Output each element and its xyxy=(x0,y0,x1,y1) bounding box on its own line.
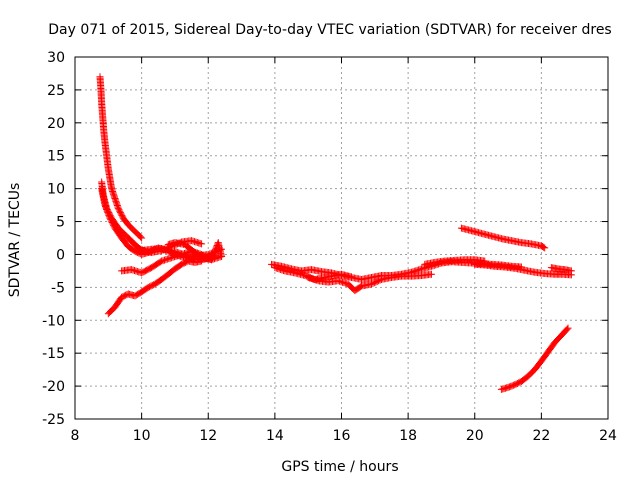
series-trace-l xyxy=(457,224,549,252)
data-point xyxy=(105,211,113,219)
data-point xyxy=(567,267,575,275)
series-trace-g xyxy=(164,239,226,264)
data-point xyxy=(211,247,219,255)
data-point xyxy=(376,276,384,284)
data-point xyxy=(305,273,313,281)
x-tick-labels: 8 10 12 14 16 18 20 22 24 xyxy=(71,428,617,444)
data-marks xyxy=(96,73,575,393)
data-point xyxy=(218,252,226,260)
data-point xyxy=(540,243,548,251)
y-tick-label: 30 xyxy=(47,50,65,66)
data-point xyxy=(180,251,188,259)
y-tick-label: 20 xyxy=(47,116,65,132)
data-point xyxy=(209,251,217,259)
series-trace-m xyxy=(471,260,575,279)
data-point xyxy=(138,234,146,242)
data-point xyxy=(102,203,110,211)
x-tick-label: 8 xyxy=(71,428,80,444)
x-tick-label: 16 xyxy=(333,428,351,444)
y-tick-label: -25 xyxy=(42,412,65,428)
y-tick-label: -10 xyxy=(42,313,65,329)
data-point xyxy=(104,210,112,218)
data-point xyxy=(564,324,572,332)
x-axis-label: GPS time / hours xyxy=(281,459,398,475)
data-point xyxy=(375,277,383,285)
y-tick-label: 10 xyxy=(47,182,65,198)
data-point xyxy=(182,251,190,259)
y-tick-label: -20 xyxy=(42,379,65,395)
data-point xyxy=(103,205,111,213)
x-tick-label: 14 xyxy=(266,428,284,444)
data-point xyxy=(103,207,111,215)
y-tick-label: 15 xyxy=(47,149,65,165)
series-trace-a xyxy=(96,73,146,242)
x-tick-label: 12 xyxy=(199,428,217,444)
series-trace-j xyxy=(271,264,355,283)
data-point xyxy=(102,204,110,212)
data-point xyxy=(185,253,193,261)
x-tick-label: 10 xyxy=(133,428,151,444)
plot-border xyxy=(74,56,609,420)
y-axis-label: SDTVAR / TECUs xyxy=(7,183,23,298)
data-point xyxy=(369,279,377,287)
data-point xyxy=(304,273,312,281)
y-tick-labels: -25 -20 -15 -10 -5 0 5 10 15 20 25 30 xyxy=(42,50,65,428)
data-point xyxy=(137,233,145,241)
series-trace-e xyxy=(104,257,206,318)
data-point xyxy=(367,280,375,288)
data-point xyxy=(308,274,316,282)
y-tick-label: 25 xyxy=(47,83,65,99)
data-point xyxy=(179,250,187,258)
data-point xyxy=(208,256,216,264)
data-point xyxy=(211,246,219,254)
data-point xyxy=(183,252,191,260)
series-trace-k xyxy=(421,256,489,268)
x-tick-label: 22 xyxy=(532,428,550,444)
y-tick-label: 5 xyxy=(56,215,65,231)
grid-lines xyxy=(75,57,608,419)
data-point xyxy=(105,213,113,221)
series-trace-f xyxy=(124,234,219,264)
data-point xyxy=(301,272,309,280)
data-point xyxy=(178,250,186,258)
data-point xyxy=(427,270,435,278)
y-tick-label: -5 xyxy=(51,280,65,296)
x-tick-label: 18 xyxy=(399,428,417,444)
x-tick-label: 20 xyxy=(466,428,484,444)
data-point xyxy=(198,240,206,248)
data-point xyxy=(186,253,194,261)
series-trace-o xyxy=(497,324,572,393)
data-point xyxy=(307,274,315,282)
data-point xyxy=(563,325,571,333)
data-point xyxy=(372,278,380,286)
data-point xyxy=(210,249,218,257)
data-point xyxy=(208,254,216,262)
series-trace-n xyxy=(547,264,575,275)
chart-title: Day 071 of 2015, Sidereal Day-to-day VTE… xyxy=(48,22,611,38)
data-point xyxy=(104,208,112,216)
data-point xyxy=(209,253,217,261)
data-point xyxy=(101,201,109,209)
data-point xyxy=(373,277,381,285)
y-tick-label: -15 xyxy=(42,346,65,362)
data-point xyxy=(370,279,378,287)
data-point xyxy=(541,244,549,252)
data-point xyxy=(347,273,355,281)
x-tick-label: 24 xyxy=(599,428,617,444)
data-point xyxy=(302,272,310,280)
data-point xyxy=(210,250,218,258)
y-tick-label: 0 xyxy=(56,247,65,263)
